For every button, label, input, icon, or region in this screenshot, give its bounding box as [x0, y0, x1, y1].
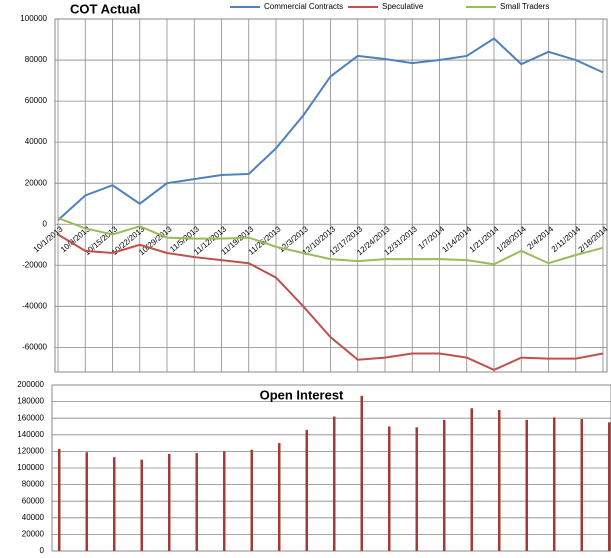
legend-label: Small Traders	[500, 2, 549, 11]
y-tick-label: 200000	[17, 380, 44, 389]
y-tick-label: 140000	[17, 430, 44, 439]
y-tick-label: 40000	[25, 137, 48, 146]
y-tick-label: 20000	[22, 530, 45, 539]
legend-label: Speculative	[382, 2, 424, 11]
y-tick-label: 40000	[22, 513, 45, 522]
bar	[388, 426, 391, 551]
bar	[580, 419, 583, 551]
bar	[278, 443, 281, 551]
bar	[470, 408, 473, 551]
y-tick-label: 160000	[17, 413, 44, 422]
chart-title: COT Actual	[70, 1, 140, 16]
y-tick-label: 0	[43, 219, 48, 228]
bar	[85, 452, 88, 551]
series-line	[57, 233, 604, 372]
plot-area	[54, 18, 608, 373]
y-tick-label: -60000	[22, 342, 47, 351]
series-line	[57, 217, 604, 266]
bar	[525, 419, 528, 551]
y-tick-label: 100000	[17, 463, 44, 472]
bar	[223, 451, 226, 551]
bar	[305, 429, 308, 551]
chart-title: Open Interest	[260, 387, 344, 402]
y-tick-label: 120000	[17, 447, 44, 456]
bar	[498, 409, 501, 551]
series-line	[57, 37, 604, 221]
bar	[608, 422, 611, 551]
legend-label: Commercial Contracts	[264, 2, 343, 11]
y-tick-label: 100000	[20, 14, 47, 23]
y-tick-label: 80000	[25, 55, 48, 64]
bar	[250, 449, 253, 551]
x-tick-label: 1/28/2014	[495, 224, 528, 254]
y-tick-label: 80000	[22, 480, 45, 489]
bar	[195, 453, 198, 551]
bar	[360, 395, 363, 551]
bar	[168, 453, 171, 551]
y-tick-label: 20000	[25, 178, 48, 187]
y-tick-label: 180000	[17, 397, 44, 406]
bar	[443, 419, 446, 551]
y-tick-label: 0	[40, 546, 45, 555]
y-tick-label: -40000	[22, 301, 47, 310]
bar	[553, 417, 556, 551]
y-tick-label: -20000	[22, 260, 47, 269]
bar	[113, 457, 116, 551]
y-tick-label: 60000	[22, 496, 45, 505]
bar	[415, 427, 418, 551]
bar	[140, 459, 143, 551]
y-tick-label: 60000	[25, 96, 48, 105]
bar	[58, 448, 61, 551]
bar	[333, 416, 336, 551]
